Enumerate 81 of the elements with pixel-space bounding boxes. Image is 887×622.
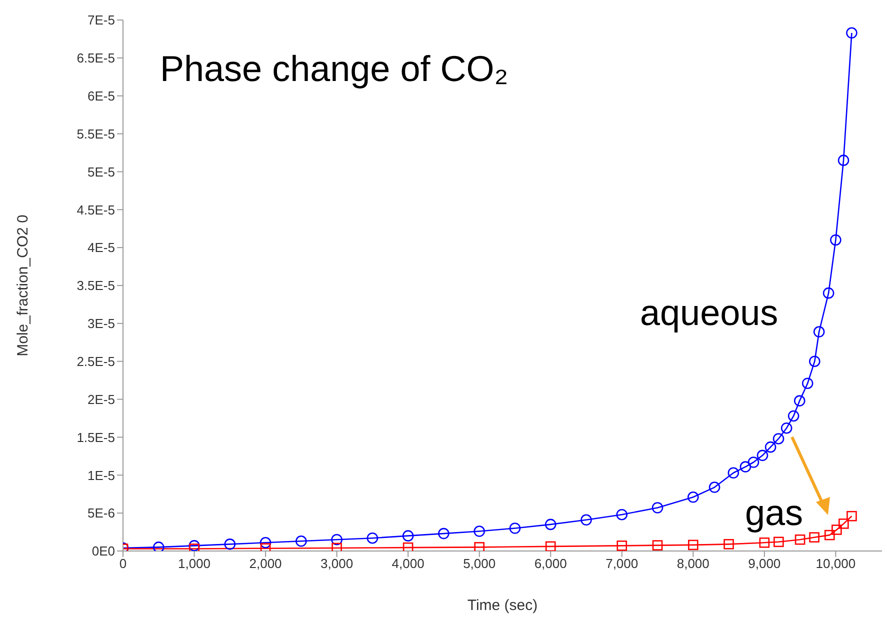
point bbox=[748, 456, 760, 468]
x-tick-label: 3,000 bbox=[320, 556, 354, 572]
y-tick-label: 0E0 bbox=[92, 544, 115, 559]
x-tick-label: 2,000 bbox=[249, 556, 282, 572]
point bbox=[809, 532, 820, 542]
x-tick-label: 10,000 bbox=[816, 556, 856, 572]
point bbox=[832, 524, 842, 535]
point bbox=[402, 542, 414, 551]
x-tick-label: 9,000 bbox=[748, 556, 781, 572]
point bbox=[616, 540, 628, 551]
point bbox=[260, 537, 272, 548]
point bbox=[331, 534, 342, 546]
point bbox=[780, 422, 792, 434]
point bbox=[580, 514, 592, 526]
y-tick-label: 4E-5 bbox=[88, 240, 115, 256]
y-tick-label: 3.5E-5 bbox=[76, 278, 115, 294]
point bbox=[402, 530, 414, 542]
point bbox=[724, 539, 734, 550]
point bbox=[764, 441, 776, 453]
point bbox=[759, 538, 770, 548]
y-tick-label: 6E-5 bbox=[88, 88, 115, 104]
point bbox=[188, 540, 200, 551]
x-tick-label: 8,000 bbox=[676, 556, 710, 572]
x-axis-title: Time (sec) bbox=[467, 597, 538, 614]
point bbox=[545, 541, 556, 551]
x-tick-label: 6,000 bbox=[534, 556, 567, 572]
point bbox=[366, 532, 378, 544]
point bbox=[688, 540, 698, 550]
y-tick-label: 3E-5 bbox=[88, 316, 115, 332]
point bbox=[296, 535, 307, 547]
x-tick-label: 4,000 bbox=[392, 556, 424, 572]
x-tick-label: 0 bbox=[119, 556, 127, 572]
point bbox=[813, 326, 825, 338]
point bbox=[509, 522, 521, 534]
point bbox=[838, 154, 850, 166]
point bbox=[474, 526, 485, 537]
y-tick-label: 4.5E-5 bbox=[76, 202, 115, 218]
point bbox=[756, 450, 768, 462]
series-label: gas bbox=[745, 492, 804, 534]
point bbox=[740, 461, 752, 472]
point bbox=[544, 518, 556, 530]
text: Phase change of CO₂ bbox=[160, 48, 508, 90]
point bbox=[708, 482, 720, 493]
y-tick-label: 5E-5 bbox=[88, 164, 115, 180]
point bbox=[774, 536, 784, 548]
y-tick-label: 5.5E-5 bbox=[76, 126, 115, 142]
point bbox=[830, 234, 842, 246]
point bbox=[438, 528, 450, 540]
point bbox=[260, 543, 271, 551]
x-tick-label: 5,000 bbox=[463, 556, 496, 572]
point bbox=[838, 518, 849, 529]
x-tick-label: 1,000 bbox=[178, 556, 211, 572]
y-axis-title: Mole_fraction_CO2 0 bbox=[14, 214, 32, 356]
point bbox=[772, 433, 784, 444]
point bbox=[616, 508, 628, 520]
point bbox=[788, 410, 800, 422]
y-tick-label: 2.5E-5 bbox=[76, 354, 115, 369]
point bbox=[332, 542, 342, 551]
point bbox=[794, 534, 806, 545]
point bbox=[846, 27, 858, 39]
point bbox=[802, 378, 814, 390]
point bbox=[652, 540, 663, 550]
y-tick-label: 1.5E-5 bbox=[76, 430, 115, 445]
point bbox=[652, 502, 664, 514]
point bbox=[687, 491, 699, 503]
point bbox=[224, 538, 236, 550]
y-tick-label: 7E-5 bbox=[88, 12, 115, 28]
point bbox=[152, 542, 164, 551]
point bbox=[474, 542, 484, 551]
point bbox=[794, 395, 806, 406]
y-tick-label: 6.5E-5 bbox=[76, 50, 115, 66]
y-tick-label: 5E-6 bbox=[88, 506, 115, 521]
point bbox=[728, 467, 740, 479]
point bbox=[809, 356, 820, 368]
y-tick-label: 1E-5 bbox=[88, 468, 115, 483]
x-tick-label: 7,000 bbox=[606, 556, 638, 572]
point bbox=[824, 530, 835, 540]
point bbox=[822, 287, 834, 299]
point bbox=[846, 510, 857, 522]
series-label: aqueous bbox=[640, 292, 778, 334]
y-tick-label: 2E-5 bbox=[88, 392, 115, 407]
